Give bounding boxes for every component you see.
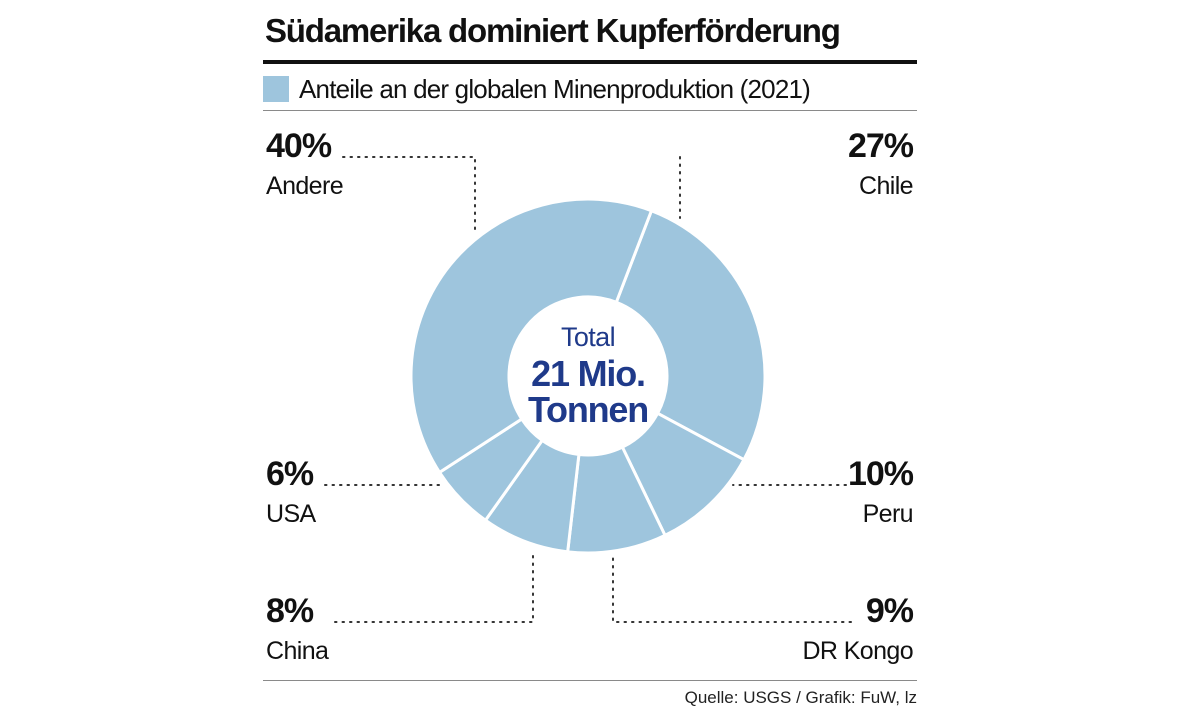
value-label-peru: 10% xyxy=(848,455,914,493)
value-label-andere: 40% xyxy=(266,127,332,165)
slice-andere xyxy=(409,197,653,474)
value-label-china: 8% xyxy=(266,592,314,630)
chart-title: Südamerika dominiert Kupferförderung xyxy=(265,12,841,49)
chart-subtitle: Anteile an der globalen Minenproduktion … xyxy=(299,73,811,104)
center-total-value: 21 Mio. xyxy=(531,353,645,394)
source-note: Quelle: USGS / Grafik: FuW, lz xyxy=(684,688,917,707)
value-label-dr-kongo: 9% xyxy=(866,592,914,630)
category-label-dr-kongo: DR Kongo xyxy=(802,637,913,665)
leader-dr-kongo xyxy=(612,556,852,623)
legend-swatch xyxy=(263,76,289,102)
category-label-usa: USA xyxy=(266,500,317,528)
legend: Anteile an der globalen Minenproduktion … xyxy=(263,72,811,106)
donut-chart: 27% Chile 10% Peru 9% DR Kongo 8% China 6% USA 40%… xyxy=(266,127,915,665)
footer-rule xyxy=(263,680,917,681)
title-rule xyxy=(263,60,917,64)
value-label-usa: 6% xyxy=(266,455,314,493)
slice-chile xyxy=(614,209,767,462)
leader-china xyxy=(334,549,534,623)
category-label-china: China xyxy=(266,637,329,665)
value-label-chile: 27% xyxy=(848,127,914,165)
center-total-label: Total xyxy=(561,322,615,352)
category-label-peru: Peru xyxy=(863,500,913,528)
legend-rule xyxy=(263,110,917,111)
chart-container: Südamerika dominiert Kupferförderung Ant… xyxy=(263,0,917,713)
leader-andere xyxy=(342,156,476,231)
center-total-unit: Tonnen xyxy=(528,389,648,430)
category-label-andere: Andere xyxy=(266,172,343,200)
category-label-chile: Chile xyxy=(859,172,913,200)
